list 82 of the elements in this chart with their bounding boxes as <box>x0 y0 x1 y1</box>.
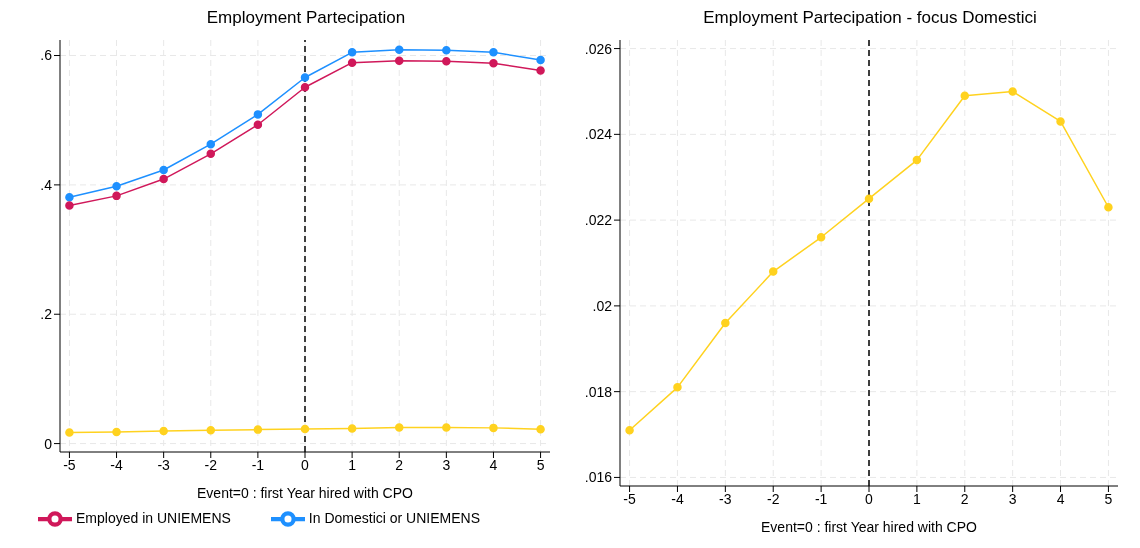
point <box>912 155 922 165</box>
y-tick-label: .018 <box>584 383 613 400</box>
y-tick-label: .02 <box>592 297 613 314</box>
x-tick-label: -5 <box>63 456 76 473</box>
x-tick-label: 2 <box>960 490 969 507</box>
point <box>159 426 168 436</box>
x-tick-label: -4 <box>110 456 123 473</box>
point <box>960 91 970 100</box>
point <box>394 423 404 432</box>
point <box>489 59 498 68</box>
point <box>300 424 310 434</box>
point <box>206 139 216 149</box>
point <box>253 110 263 119</box>
y-tick-label: .2 <box>40 306 53 323</box>
point <box>394 56 404 65</box>
y-tick-label: .022 <box>584 212 613 229</box>
point <box>206 149 216 159</box>
legend-label: In Domestici or UNIEMENS <box>308 509 480 526</box>
legend-label: Employed in UNIEMENS <box>76 509 231 526</box>
point <box>65 201 74 210</box>
point <box>347 48 357 57</box>
point <box>489 48 498 57</box>
x-tick-label: 3 <box>1008 490 1017 507</box>
point <box>253 425 263 434</box>
point <box>625 426 634 435</box>
x-tick-label: 5 <box>1104 490 1113 507</box>
point <box>65 428 74 437</box>
x-tick-label: 4 <box>1056 490 1065 507</box>
x-tick-label: 0 <box>865 490 874 507</box>
point <box>1056 117 1065 126</box>
x-tick-label: -1 <box>251 456 265 473</box>
chart-title: Employment Partecipation - focus Domestici <box>702 8 1038 29</box>
point <box>768 267 778 276</box>
chart-title: Employment Partecipation <box>205 8 407 29</box>
point <box>442 46 451 55</box>
point <box>1008 87 1017 96</box>
point <box>159 174 168 184</box>
point <box>300 73 310 82</box>
point <box>300 82 310 92</box>
x-tick-label: -5 <box>623 490 637 507</box>
x-tick-label: 2 <box>395 456 404 473</box>
point <box>536 66 545 75</box>
x-tick-label: -1 <box>814 490 828 507</box>
point <box>536 55 545 65</box>
y-tick-label: .4 <box>40 176 53 193</box>
point <box>1104 203 1113 212</box>
point <box>816 233 826 242</box>
point <box>65 192 74 202</box>
point <box>112 181 121 191</box>
point <box>112 191 121 201</box>
y-tick-label: .024 <box>584 126 613 143</box>
point <box>721 318 730 328</box>
y-tick-label: 0 <box>44 435 53 452</box>
point <box>253 120 263 129</box>
x-tick-label: 5 <box>536 456 545 473</box>
x-tick-label: -4 <box>671 490 684 507</box>
x-tick-label: -2 <box>204 456 218 473</box>
point <box>206 425 216 435</box>
x-tick-label: -3 <box>719 490 732 507</box>
point <box>347 58 357 67</box>
point <box>159 165 168 175</box>
point <box>489 423 498 433</box>
x-tick-label: -3 <box>157 456 171 473</box>
x-tick-label: 4 <box>489 456 498 473</box>
x-tick-label: 0 <box>301 456 310 473</box>
x-tick-label: 1 <box>348 456 357 473</box>
point <box>442 423 451 432</box>
x-axis-title: Event=0 : first Year hired with CPO <box>197 485 414 501</box>
point <box>347 424 357 433</box>
x-tick-label: -2 <box>767 490 780 507</box>
point <box>536 424 545 434</box>
y-tick-label: .6 <box>40 47 53 64</box>
x-axis-title: Event=0 : first Year hired with CPO <box>761 519 978 535</box>
point <box>394 45 404 54</box>
y-tick-label: .016 <box>584 469 613 486</box>
y-tick-label: .026 <box>584 40 613 57</box>
point <box>673 383 682 392</box>
point <box>442 57 451 66</box>
point <box>112 427 121 437</box>
x-tick-label: 3 <box>442 456 451 473</box>
x-tick-label: 1 <box>912 490 921 507</box>
point <box>864 194 874 203</box>
